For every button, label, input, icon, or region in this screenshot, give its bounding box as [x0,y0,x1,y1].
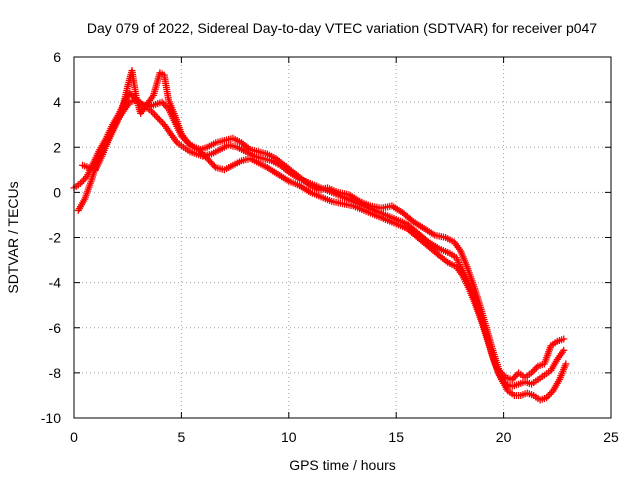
series-satellite-track-c [79,67,568,384]
data-point-interp [151,111,159,119]
ticks-layer: 0 5 10 15 20 25 -10 -8 -6 -4 -2 0 2 4 6 [41,49,619,445]
data-point-interp [546,390,554,398]
data-point-interp [152,112,160,120]
data-point-interp [80,176,88,184]
y-tick-label: 4 [53,94,61,110]
series-satellite-track-a [70,89,568,390]
y-tick-label: 0 [53,184,61,200]
data-point [154,114,162,122]
data-point-interp [531,365,539,373]
y-tick-label: 2 [53,139,61,155]
y-tick-label: -10 [41,410,61,426]
data-point [560,335,568,343]
y-tick-label: -8 [49,365,62,381]
x-tick-label: 5 [178,429,186,445]
x-tick-label: 0 [70,429,78,445]
y-axis-label: SDTVAR / TECUs [5,181,21,293]
y-tick-label: 6 [53,49,61,65]
y-tick-label: -4 [49,275,62,291]
y-tick-label: -2 [49,230,62,246]
data-point-interp [157,117,165,125]
x-tick-label: 25 [603,429,619,445]
data-point-interp [78,178,86,186]
x-tick-label: 20 [496,429,512,445]
y-tick-label: -6 [49,320,62,336]
chart-title: Day 079 of 2022, Sidereal Day-to-day VTE… [87,20,597,36]
x-tick-label: 15 [388,429,404,445]
marks-layer [70,67,570,404]
data-point-interp [529,367,537,375]
data-point-interp [510,374,518,382]
data-point [560,346,568,354]
data-point [562,360,570,368]
data-point-interp [149,109,157,117]
x-tick-label: 10 [281,429,297,445]
data-point-interp [210,162,218,170]
data-point-interp [155,116,163,124]
x-axis-label: GPS time / hours [289,457,396,473]
